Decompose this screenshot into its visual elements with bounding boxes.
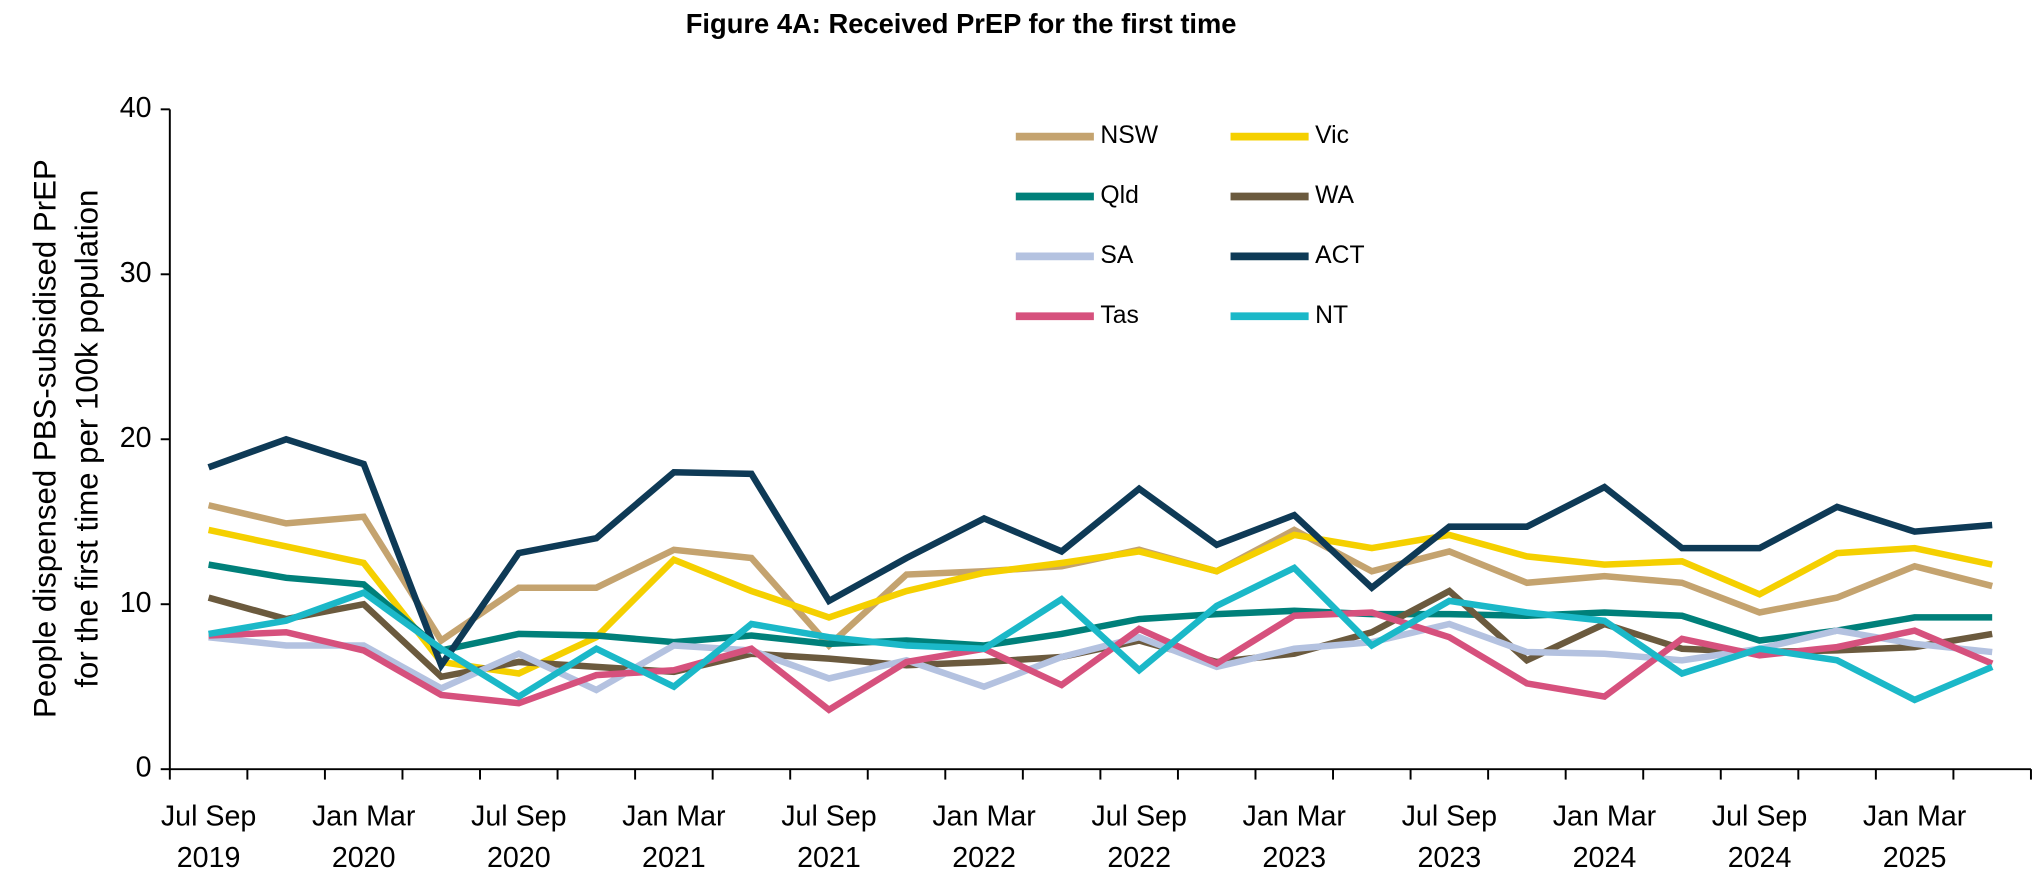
legend-label: Vic: [1315, 122, 1349, 149]
x-tick-label: Jan Mar 2020: [312, 800, 416, 872]
x-tick-label: Jul Sep 2022: [1091, 800, 1186, 872]
legend-label: WA: [1315, 182, 1354, 209]
x-tick-label: Jan Mar 2024: [1553, 800, 1657, 872]
line-series: [208, 609, 1994, 714]
legend-label: NT: [1315, 302, 1348, 329]
line-series: [207, 435, 1993, 673]
legend-label: SA: [1100, 242, 1133, 269]
x-tick-label: Jan Mar 2022: [932, 800, 1036, 872]
line-series: [208, 620, 1993, 694]
x-tick-label: Jan Mar 2021: [622, 800, 726, 872]
x-tick-label: Jul Sep 2020: [471, 800, 566, 872]
y-tick-label: 20: [120, 422, 152, 454]
line-series: [208, 561, 1993, 654]
x-tick-label: Jul Sep 2019: [161, 800, 256, 872]
y-axis-label: People dispensed PBS-subsidised PrEP: [28, 159, 63, 718]
legend-label: ACT: [1315, 242, 1364, 269]
legend-label: Tas: [1100, 302, 1138, 329]
y-axis-label: for the first time per 100k population: [69, 190, 104, 688]
y-tick-label: 0: [136, 752, 152, 784]
y-tick-label: 40: [120, 92, 152, 124]
line-series: [207, 526, 1993, 677]
legend-label: Qld: [1100, 182, 1138, 209]
legend-label: NSW: [1100, 122, 1158, 149]
x-tick-label: Jul Sep 2024: [1712, 800, 1807, 872]
y-tick-label: 30: [120, 257, 152, 289]
x-tick-label: Jan Mar 2023: [1243, 800, 1347, 872]
y-tick-label: 10: [120, 587, 152, 619]
x-tick-label: Jul Sep 2021: [781, 800, 876, 872]
chart-title: Figure 4A: Received PrEP for the first t…: [686, 8, 1237, 39]
x-tick-label: Jan Mar 2025: [1863, 800, 1967, 872]
line-series: [208, 563, 1994, 704]
x-tick-label: Jul Sep 2023: [1402, 800, 1497, 872]
